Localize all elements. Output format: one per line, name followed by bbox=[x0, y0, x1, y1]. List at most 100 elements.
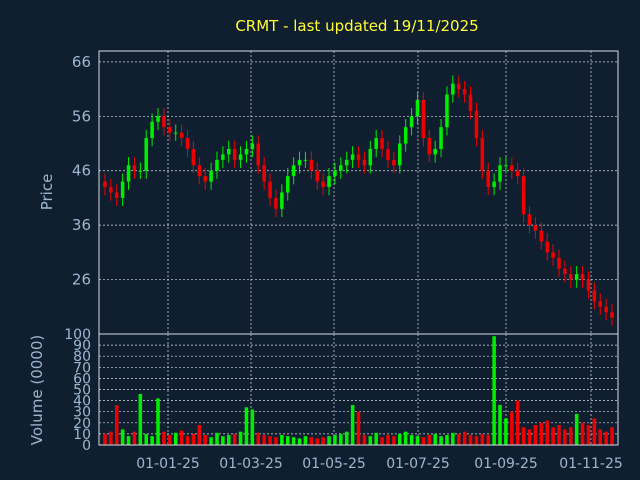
candle-body bbox=[510, 165, 514, 171]
volume-bar bbox=[380, 437, 384, 445]
volume-tick-label: 50 bbox=[73, 383, 91, 399]
volume-bar bbox=[221, 436, 225, 445]
volume-bar bbox=[492, 336, 496, 445]
candle-body bbox=[309, 159, 314, 171]
candle-body bbox=[386, 148, 390, 160]
candle-body bbox=[262, 165, 266, 182]
candle-body bbox=[303, 159, 308, 161]
volume-bar bbox=[191, 433, 196, 445]
candle-body bbox=[545, 241, 549, 253]
volume-bar bbox=[462, 431, 467, 445]
volume-bar bbox=[268, 436, 272, 445]
volume-tick-label: 60 bbox=[73, 371, 91, 387]
candle-body bbox=[462, 89, 467, 95]
volume-bar bbox=[179, 430, 184, 445]
volume-bar bbox=[551, 427, 555, 445]
candle-body bbox=[138, 170, 143, 172]
candle-body bbox=[291, 165, 296, 177]
candle-body bbox=[103, 181, 107, 188]
price-tick-label: 66 bbox=[72, 53, 91, 71]
volume-bar bbox=[150, 436, 154, 445]
volume-bar bbox=[232, 433, 237, 445]
price-frame bbox=[98, 50, 619, 335]
candle-body bbox=[598, 301, 603, 307]
candle-body bbox=[421, 99, 426, 139]
volume-bar bbox=[109, 431, 113, 445]
volume-bar bbox=[138, 393, 143, 445]
volume-bar bbox=[557, 425, 561, 445]
candle-body bbox=[256, 143, 261, 166]
volume-bar bbox=[197, 425, 202, 445]
volume-bar bbox=[409, 435, 414, 445]
volume-bar bbox=[456, 433, 461, 445]
volume-tick-label: 10 bbox=[73, 427, 91, 443]
candle-body bbox=[439, 127, 443, 149]
candle-body bbox=[433, 148, 437, 155]
x-tick-label: 01-01-25 bbox=[136, 456, 200, 472]
candle-body bbox=[451, 83, 455, 95]
volume-bar bbox=[521, 427, 526, 445]
volume-bar bbox=[321, 437, 325, 445]
candle-body bbox=[144, 138, 148, 171]
candle-body bbox=[227, 148, 231, 155]
candle-body bbox=[162, 116, 166, 128]
volume-bar bbox=[610, 427, 614, 445]
volume-bar bbox=[238, 431, 243, 445]
volume-bar bbox=[592, 418, 597, 445]
x-tick-label: 01-09-25 bbox=[474, 456, 538, 472]
candle-body bbox=[179, 132, 184, 139]
volume-bar bbox=[291, 437, 296, 445]
volume-bar bbox=[545, 420, 549, 445]
volume-bar bbox=[403, 431, 408, 445]
candle-body bbox=[515, 170, 520, 177]
volume-tick-label: 100 bbox=[64, 327, 91, 343]
candle-body bbox=[126, 165, 131, 182]
volume-bar bbox=[103, 433, 107, 445]
volume-bar bbox=[362, 435, 367, 445]
candle-body bbox=[456, 83, 461, 90]
candle-body bbox=[574, 274, 579, 280]
volume-bar bbox=[262, 435, 266, 445]
volume-tick-label: 0 bbox=[82, 438, 91, 454]
candle-body bbox=[120, 181, 125, 198]
volume-axis-label: Volume (0000) bbox=[28, 335, 46, 445]
candle-body bbox=[333, 170, 337, 177]
candle-body bbox=[498, 165, 502, 182]
candle-body bbox=[274, 197, 278, 209]
volume-tick-label: 90 bbox=[73, 338, 91, 354]
candle-body bbox=[492, 181, 496, 188]
volume-bar bbox=[374, 432, 378, 445]
candle-body bbox=[486, 170, 490, 188]
volume-bar bbox=[339, 433, 343, 445]
candle-body bbox=[339, 165, 343, 171]
candle-body bbox=[610, 312, 614, 318]
volume-bar bbox=[421, 437, 426, 445]
candle-body bbox=[197, 165, 202, 177]
candle-body bbox=[504, 165, 508, 167]
volume-bar bbox=[439, 436, 443, 445]
candle-body bbox=[297, 159, 302, 166]
volume-bar bbox=[144, 433, 148, 445]
price-tick-label: 56 bbox=[72, 107, 91, 125]
candle-body bbox=[427, 138, 432, 155]
candle-body bbox=[132, 165, 137, 171]
volume-bar bbox=[132, 431, 137, 445]
candle-body bbox=[344, 159, 349, 166]
volume-bar bbox=[120, 429, 125, 445]
candle-body bbox=[592, 290, 597, 302]
volume-tick-label: 70 bbox=[73, 360, 91, 376]
volume-frame bbox=[98, 333, 619, 446]
candle-body bbox=[173, 132, 178, 134]
volume-bar bbox=[445, 435, 449, 445]
x-tick-label: 01-07-25 bbox=[386, 456, 450, 472]
candle-body bbox=[380, 138, 384, 149]
candle-body bbox=[114, 192, 119, 198]
volume-bar bbox=[327, 436, 331, 445]
volume-bar bbox=[368, 436, 373, 445]
candle-body bbox=[315, 170, 319, 182]
volume-bar bbox=[504, 418, 508, 445]
volume-bar bbox=[114, 405, 119, 445]
candle-body bbox=[604, 306, 608, 313]
candle-body bbox=[586, 279, 591, 291]
